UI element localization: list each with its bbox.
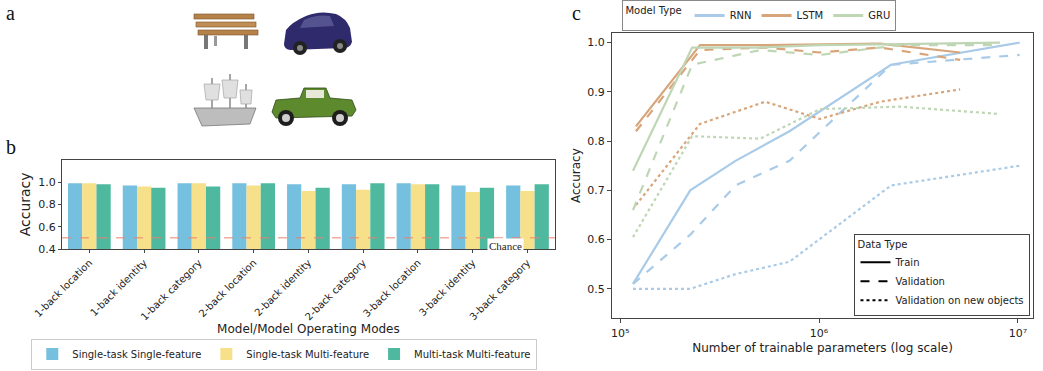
svg-text:0.8: 0.8: [587, 135, 605, 148]
html-text:b: b: [6, 136, 16, 158]
svg-text:1.0: 1.0: [38, 176, 56, 189]
svg-text:Accuracy: Accuracy: [569, 148, 583, 203]
svg-text:Single-task Multi-feature: Single-task Multi-feature: [246, 349, 369, 360]
svg-text:0.4: 0.4: [38, 243, 56, 256]
svg-text:Number of trainable parameters: Number of trainable parameters (log scal…: [692, 341, 953, 355]
svg-text:1-back location: 1-back location: [32, 257, 94, 319]
svg-text:Model/Model Operating Modes: Model/Model Operating Modes: [217, 322, 400, 336]
svg-text:Train: Train: [894, 257, 919, 268]
svg-text:0.8: 0.8: [38, 198, 56, 211]
svg-text:Single-task Single-feature: Single-task Single-feature: [72, 349, 201, 360]
svg-text:1.0: 1.0: [587, 36, 605, 49]
svg-text:2-back category: 2-back category: [303, 257, 368, 322]
svg-text:Chance: Chance: [489, 240, 522, 252]
svg-text:3-back location: 3-back location: [361, 257, 423, 319]
html-text:a: a: [6, 2, 15, 24]
svg-text:0.6: 0.6: [587, 233, 605, 246]
svg-text:0.6: 0.6: [38, 221, 56, 234]
svg-text:1-back identity: 1-back identity: [88, 257, 149, 318]
svg-text:2-back location: 2-back location: [197, 257, 259, 319]
svg-text:2-back identity: 2-back identity: [252, 257, 313, 318]
svg-text:3-back category: 3-back category: [467, 257, 532, 322]
svg-text:10⁷: 10⁷: [1009, 327, 1027, 340]
svg-text:RNN: RNN: [730, 10, 752, 21]
svg-text:Model Type: Model Type: [625, 5, 681, 16]
svg-text:Accuracy: Accuracy: [17, 172, 33, 236]
svg-text:0.5: 0.5: [587, 283, 605, 296]
svg-text:Validation: Validation: [895, 276, 944, 287]
svg-text:Data Type: Data Type: [857, 239, 907, 250]
svg-text:0.9: 0.9: [587, 86, 605, 99]
svg-text:LSTM: LSTM: [797, 10, 824, 21]
svg-text:Validation on new objects: Validation on new objects: [895, 295, 1023, 306]
html-text:c: c: [572, 2, 581, 24]
svg-text:3-back identity: 3-back identity: [417, 257, 478, 318]
svg-text:0.7: 0.7: [587, 184, 605, 197]
svg-text:Multi-task Multi-feature: Multi-task Multi-feature: [414, 349, 530, 360]
svg-text:10⁵: 10⁵: [611, 327, 629, 340]
svg-text:GRU: GRU: [868, 10, 890, 21]
svg-text:1-back category: 1-back category: [139, 257, 204, 322]
svg-text:10⁶: 10⁶: [810, 327, 829, 340]
